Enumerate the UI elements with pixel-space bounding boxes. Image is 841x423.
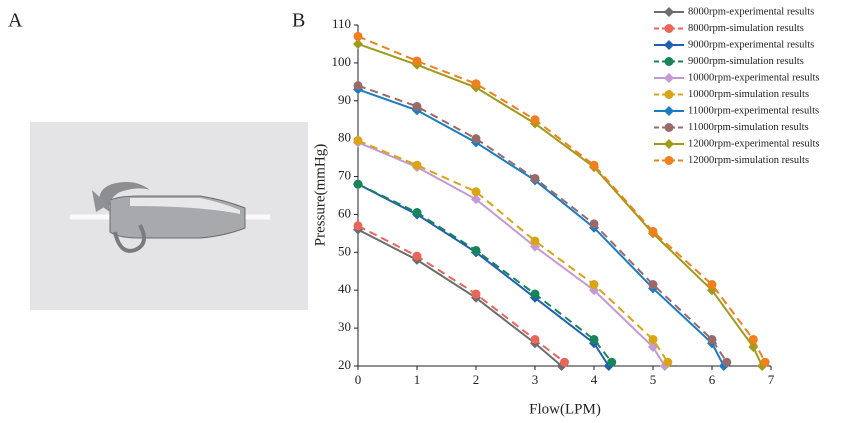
legend-label: 9000rpm-simulation results: [688, 56, 804, 67]
data-point: [530, 173, 540, 183]
data-point: [722, 357, 732, 367]
data-point: [412, 56, 422, 66]
x-tick-label: 3: [532, 372, 539, 387]
legend-marker: [664, 156, 674, 165]
panel-label: B: [292, 10, 305, 32]
data-point: [560, 357, 569, 367]
legend-label: 8000rpm-experimental results: [688, 6, 814, 17]
y-tick-label: 90: [338, 92, 351, 107]
series-line: [357, 183, 613, 363]
data-point: [353, 179, 363, 189]
data-point: [589, 280, 599, 290]
series-line: [357, 84, 728, 363]
data-point: [353, 81, 363, 91]
legend-marker: [664, 90, 674, 99]
legend-label: 11000rpm-simulation results: [688, 122, 809, 133]
data-point: [530, 115, 540, 125]
panel-label: A: [8, 10, 23, 32]
series-line: [357, 183, 610, 367]
data-point: [589, 334, 599, 344]
legend-marker: [664, 24, 674, 33]
y-tick-label: 80: [338, 130, 351, 145]
data-point: [530, 289, 540, 299]
data-point: [663, 357, 673, 367]
legend-label: 11000rpm-experimental results: [688, 105, 819, 116]
x-tick-label: 0: [355, 372, 362, 387]
data-point: [760, 357, 770, 367]
legend-marker: [664, 7, 674, 17]
data-point: [353, 31, 363, 41]
data-point: [412, 251, 422, 261]
data-point: [707, 334, 717, 344]
y-tick-label: 50: [338, 243, 351, 258]
legend-label: 10000rpm-experimental results: [688, 72, 820, 83]
y-tick-label: 30: [338, 319, 351, 334]
data-point: [648, 334, 658, 344]
y-tick-label: 100: [332, 54, 352, 69]
photo: [30, 122, 308, 310]
y-tick-label: 20: [338, 357, 351, 372]
data-point: [353, 221, 363, 231]
legend-marker: [664, 40, 674, 50]
x-tick-label: 6: [709, 372, 716, 387]
data-point: [648, 280, 658, 290]
data-point: [353, 136, 363, 146]
data-point: [589, 219, 599, 229]
data-point: [530, 236, 540, 246]
data-point: [471, 187, 481, 197]
x-tick-label: 5: [650, 372, 657, 387]
data-point: [471, 134, 481, 144]
data-point: [412, 160, 422, 170]
legend-marker: [664, 106, 674, 116]
data-point: [707, 280, 717, 290]
data-point: [589, 160, 599, 170]
data-point: [471, 194, 481, 205]
legend-label: 12000rpm-simulation results: [688, 155, 809, 166]
y-tick-label: 70: [338, 168, 351, 183]
series-line: [357, 88, 725, 367]
x-axis-label: Flow(LPM): [529, 401, 601, 417]
legend-label: 9000rpm-experimental results: [688, 39, 814, 50]
y-tick-label: 40: [338, 281, 351, 296]
x-tick-label: 2: [473, 372, 480, 387]
data-point: [412, 101, 422, 111]
legend-marker: [664, 57, 674, 66]
legend-label: 10000rpm-simulation results: [688, 89, 809, 100]
x-tick-label: 7: [768, 372, 775, 387]
y-tick-label: 110: [332, 16, 351, 31]
legend-marker: [664, 139, 674, 149]
legend-marker: [664, 123, 674, 132]
data-point: [648, 226, 658, 236]
x-tick-label: 1: [414, 372, 421, 387]
data-point: [748, 334, 758, 344]
x-tick-label: 4: [591, 372, 598, 387]
data-point: [471, 289, 481, 299]
data-point: [353, 38, 363, 49]
legend-label: 8000rpm-simulation results: [688, 23, 804, 34]
data-point: [530, 334, 540, 344]
data-point: [412, 208, 422, 218]
y-tick-label: 60: [338, 205, 351, 220]
data-point: [471, 245, 481, 255]
legend-label: 12000rpm-experimental results: [688, 138, 820, 149]
legend-marker: [664, 73, 674, 83]
data-point: [607, 357, 617, 367]
y-axis-label: Pressure(mmHg): [312, 144, 328, 246]
series-line: [357, 35, 766, 363]
data-point: [471, 79, 481, 89]
